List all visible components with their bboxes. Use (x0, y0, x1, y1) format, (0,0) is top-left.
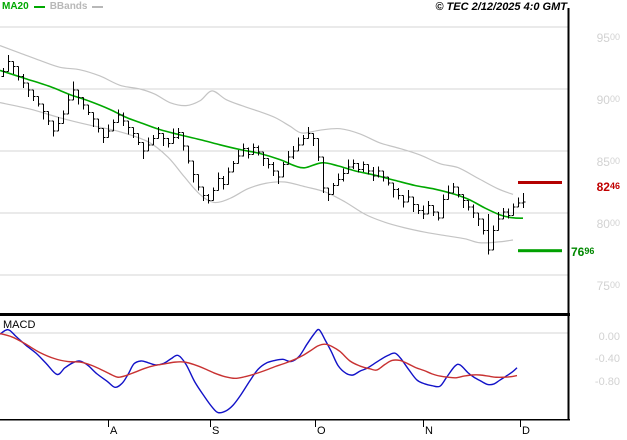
copyright-text: © TEC 2/12/2025 4:0 GMT (435, 1, 567, 13)
price-tick-9000: 9000 (596, 93, 620, 107)
macd-tick-0: 0.00 (598, 331, 620, 343)
price-tick-7500: 7500 (596, 279, 620, 293)
macd-lines (0, 328, 518, 414)
price-tick-8500: 8500 (596, 155, 620, 169)
gridlines (0, 26, 568, 334)
price-tick-8000: 8000 (596, 217, 620, 231)
month-label-october: O (317, 425, 326, 437)
macd-tick-m040: -0.40 (594, 353, 620, 365)
macd-panel-label: MACD (3, 319, 36, 331)
macd-tick-m080: -0.80 (594, 376, 620, 388)
bbands-legend-label: BBands (49, 1, 88, 12)
bollinger-bands (0, 45, 514, 244)
ma20-legend-dash-icon (33, 5, 45, 8)
resistance-line (518, 180, 562, 184)
resistance-level-label: 8246 (596, 180, 620, 194)
ohlc-bars (1, 54, 526, 255)
ma20-legend-label: MA20 (2, 1, 29, 12)
legend: MA20 BBands (2, 1, 104, 12)
price-tick-9500: 9500 (596, 31, 620, 45)
axes (0, 8, 570, 427)
month-label-august: A (110, 425, 118, 437)
support-line (518, 249, 562, 253)
month-label-november: N (425, 425, 433, 437)
level-lines (518, 180, 562, 253)
support-level-label: 7696 (571, 245, 595, 259)
month-label-september: S (212, 425, 220, 437)
month-label-december: D (522, 425, 530, 437)
bbands-legend-dash-icon (92, 5, 104, 8)
